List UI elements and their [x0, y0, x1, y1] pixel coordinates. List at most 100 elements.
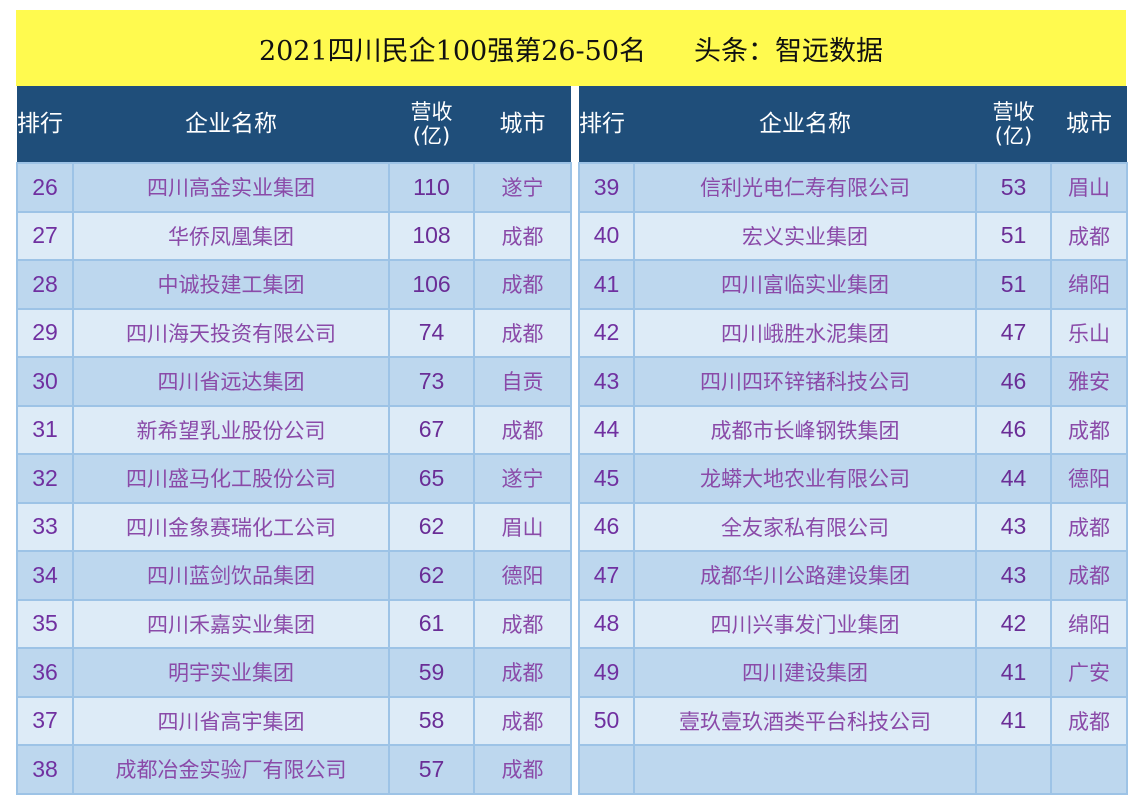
- city-cell: 成都: [1050, 501, 1128, 552]
- revenue-cell: 51: [975, 210, 1052, 261]
- company-name-cell: 信利光电仁寿有限公司: [633, 162, 977, 213]
- company-name-cell: 四川高金实业集团: [72, 162, 390, 213]
- revenue-cell: 110: [388, 162, 475, 213]
- company-name-cell: 成都冶金实验厂有限公司: [72, 744, 390, 795]
- revenue-cell: 53: [975, 162, 1052, 213]
- rank-cell: 38: [16, 744, 74, 795]
- table-row: 44 成都市长峰钢铁集团 46 成都: [578, 404, 1128, 455]
- table-row: 35 四川禾嘉实业集团 61 成都: [16, 598, 572, 649]
- company-name-cell: 成都华川公路建设集团: [633, 550, 977, 601]
- city-cell: [1050, 744, 1128, 795]
- city-cell: 绵阳: [1050, 598, 1128, 649]
- revenue-cell: 43: [975, 550, 1052, 601]
- header-city: 城市: [474, 86, 571, 163]
- rank-cell: 44: [578, 404, 635, 455]
- city-cell: 遂宁: [473, 162, 572, 213]
- company-name-cell: 新希望乳业股份公司: [72, 404, 390, 455]
- revenue-cell: 42: [975, 598, 1052, 649]
- city-cell: 成都: [1050, 404, 1128, 455]
- revenue-cell: 57: [388, 744, 475, 795]
- rank-cell: 30: [16, 356, 74, 407]
- revenue-cell: 106: [388, 259, 475, 310]
- revenue-cell: 44: [975, 453, 1052, 504]
- table-row: 43 四川四环锌锗科技公司 46 雅安: [578, 356, 1128, 407]
- city-cell: 成都: [473, 307, 572, 358]
- table-row: 50 壹玖壹玖酒类平台科技公司 41 成都: [578, 695, 1128, 746]
- rank-cell: 32: [16, 453, 74, 504]
- table-row: [578, 744, 1128, 795]
- table-row: 29 四川海天投资有限公司 74 成都: [16, 307, 572, 358]
- ranking-table-left: 排行 企业名称 营收 (亿) 城市 26 四川高金实业集团 110 遂宁 27 华侨凤凰集团…: [16, 86, 572, 795]
- header-name: 企业名称: [634, 86, 976, 163]
- company-name-cell: 龙蟒大地农业有限公司: [633, 453, 977, 504]
- table-row: 26 四川高金实业集团 110 遂宁: [16, 162, 572, 213]
- company-name-cell: 明宇实业集团: [72, 647, 390, 698]
- table-row: 31 新希望乳业股份公司 67 成都: [16, 404, 572, 455]
- city-cell: 成都: [1050, 550, 1128, 601]
- revenue-cell: 59: [388, 647, 475, 698]
- table-row: 32 四川盛马化工股份公司 65 遂宁: [16, 453, 572, 504]
- rank-cell: 35: [16, 598, 74, 649]
- rank-cell: 33: [16, 501, 74, 552]
- table-row: 38 成都冶金实验厂有限公司 57 成都: [16, 744, 572, 795]
- company-name-cell: 四川四环锌锗科技公司: [633, 356, 977, 407]
- city-cell: 德阳: [473, 550, 572, 601]
- revenue-cell: 51: [975, 259, 1052, 310]
- table-row: 47 成都华川公路建设集团 43 成都: [578, 550, 1128, 601]
- company-name-cell: 四川省远达集团: [72, 356, 390, 407]
- company-name-cell: 四川海天投资有限公司: [72, 307, 390, 358]
- rank-cell: 42: [578, 307, 635, 358]
- revenue-cell: 67: [388, 404, 475, 455]
- company-name-cell: 宏义实业集团: [633, 210, 977, 261]
- city-cell: 雅安: [1050, 356, 1128, 407]
- city-cell: 广安: [1050, 647, 1128, 698]
- rank-cell: 45: [578, 453, 635, 504]
- table-row: 42 四川峨胜水泥集团 47 乐山: [578, 307, 1128, 358]
- city-cell: 眉山: [1050, 162, 1128, 213]
- company-name-cell: 四川金象赛瑞化工公司: [72, 501, 390, 552]
- city-cell: 眉山: [473, 501, 572, 552]
- city-cell: 成都: [473, 598, 572, 649]
- rank-cell: 41: [578, 259, 635, 310]
- rank-cell: 29: [16, 307, 74, 358]
- title-banner: 2021四川民企100强第26-50名 头条：智远数据: [16, 10, 1126, 86]
- company-name-cell: 四川禾嘉实业集团: [72, 598, 390, 649]
- city-cell: 德阳: [1050, 453, 1128, 504]
- revenue-cell: 41: [975, 647, 1052, 698]
- rank-cell: 43: [578, 356, 635, 407]
- rank-cell: 34: [16, 550, 74, 601]
- table-row: 45 龙蟒大地农业有限公司 44 德阳: [578, 453, 1128, 504]
- rank-cell: 31: [16, 404, 74, 455]
- rank-cell: 37: [16, 695, 74, 746]
- rank-cell: 27: [16, 210, 74, 261]
- company-name-cell: 四川富临实业集团: [633, 259, 977, 310]
- revenue-cell: 61: [388, 598, 475, 649]
- city-cell: 遂宁: [473, 453, 572, 504]
- company-name-cell: 全友家私有限公司: [633, 501, 977, 552]
- header-rank: 排行: [579, 86, 634, 163]
- city-cell: 成都: [1050, 695, 1128, 746]
- revenue-cell: 43: [975, 501, 1052, 552]
- company-name-cell: 四川盛马化工股份公司: [72, 453, 390, 504]
- revenue-cell: 73: [388, 356, 475, 407]
- company-name-cell: 四川峨胜水泥集团: [633, 307, 977, 358]
- company-name-cell: 壹玖壹玖酒类平台科技公司: [633, 695, 977, 746]
- table-row: 28 中诚投建工集团 106 成都: [16, 259, 572, 310]
- city-cell: 成都: [1050, 210, 1128, 261]
- revenue-cell: 62: [388, 501, 475, 552]
- revenue-cell: 74: [388, 307, 475, 358]
- header-rank: 排行: [17, 86, 73, 163]
- revenue-cell: [975, 744, 1052, 795]
- table-row: 48 四川兴事发门业集团 42 绵阳: [578, 598, 1128, 649]
- table-row: 30 四川省远达集团 73 自贡: [16, 356, 572, 407]
- revenue-cell: 62: [388, 550, 475, 601]
- title-source: 头条：智远数据: [694, 35, 884, 67]
- revenue-cell: 65: [388, 453, 475, 504]
- rank-cell: 26: [16, 162, 74, 213]
- city-cell: 成都: [473, 210, 572, 261]
- company-name-cell: 四川省高宇集团: [72, 695, 390, 746]
- city-cell: 乐山: [1050, 307, 1128, 358]
- city-cell: 成都: [473, 647, 572, 698]
- rank-cell: 47: [578, 550, 635, 601]
- table-row: 49 四川建设集团 41 广安: [578, 647, 1128, 698]
